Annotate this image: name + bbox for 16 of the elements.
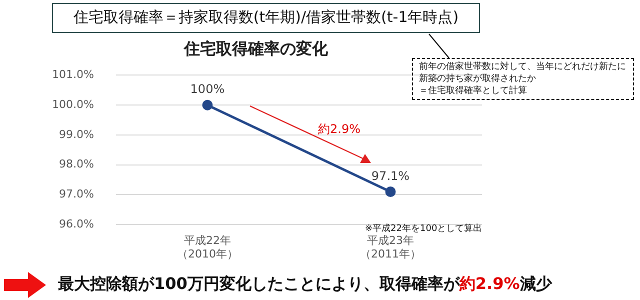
y-tick-label: 99.0% — [58, 128, 94, 141]
annotation: ※平成22年を100として算出 — [365, 222, 482, 235]
y-tick-label: 97.0% — [58, 188, 94, 201]
x-tick-label: 平成23年（2011年） — [360, 234, 421, 260]
chart-title: 住宅取得確率の変化 — [183, 38, 329, 58]
text: 住宅取得確率＝持家取得数(t年期)/借家世帯数(t-1年時点) — [52, 3, 480, 33]
x-tick-label: 平成22年（2010年） — [176, 234, 238, 260]
annotation: 約2.9% — [318, 121, 360, 138]
text: 最大控除額が100万円変化したことにより、取得確率が約2.9%減少 — [58, 274, 552, 295]
y-tick-label: 98.0% — [58, 158, 94, 171]
data-label: 97.1% — [371, 168, 410, 183]
data-label: 100% — [190, 82, 225, 96]
y-tick-label: 100.0% — [52, 98, 94, 111]
annotation: 前年の借家世帯数に対して、当年にどれだけ新たに新築の持ち家が取得されたか＝住宅取得確率として計算 — [412, 58, 634, 100]
y-tick-label: 96.0% — [58, 217, 94, 230]
y-tick-label: 101.0% — [52, 68, 94, 82]
